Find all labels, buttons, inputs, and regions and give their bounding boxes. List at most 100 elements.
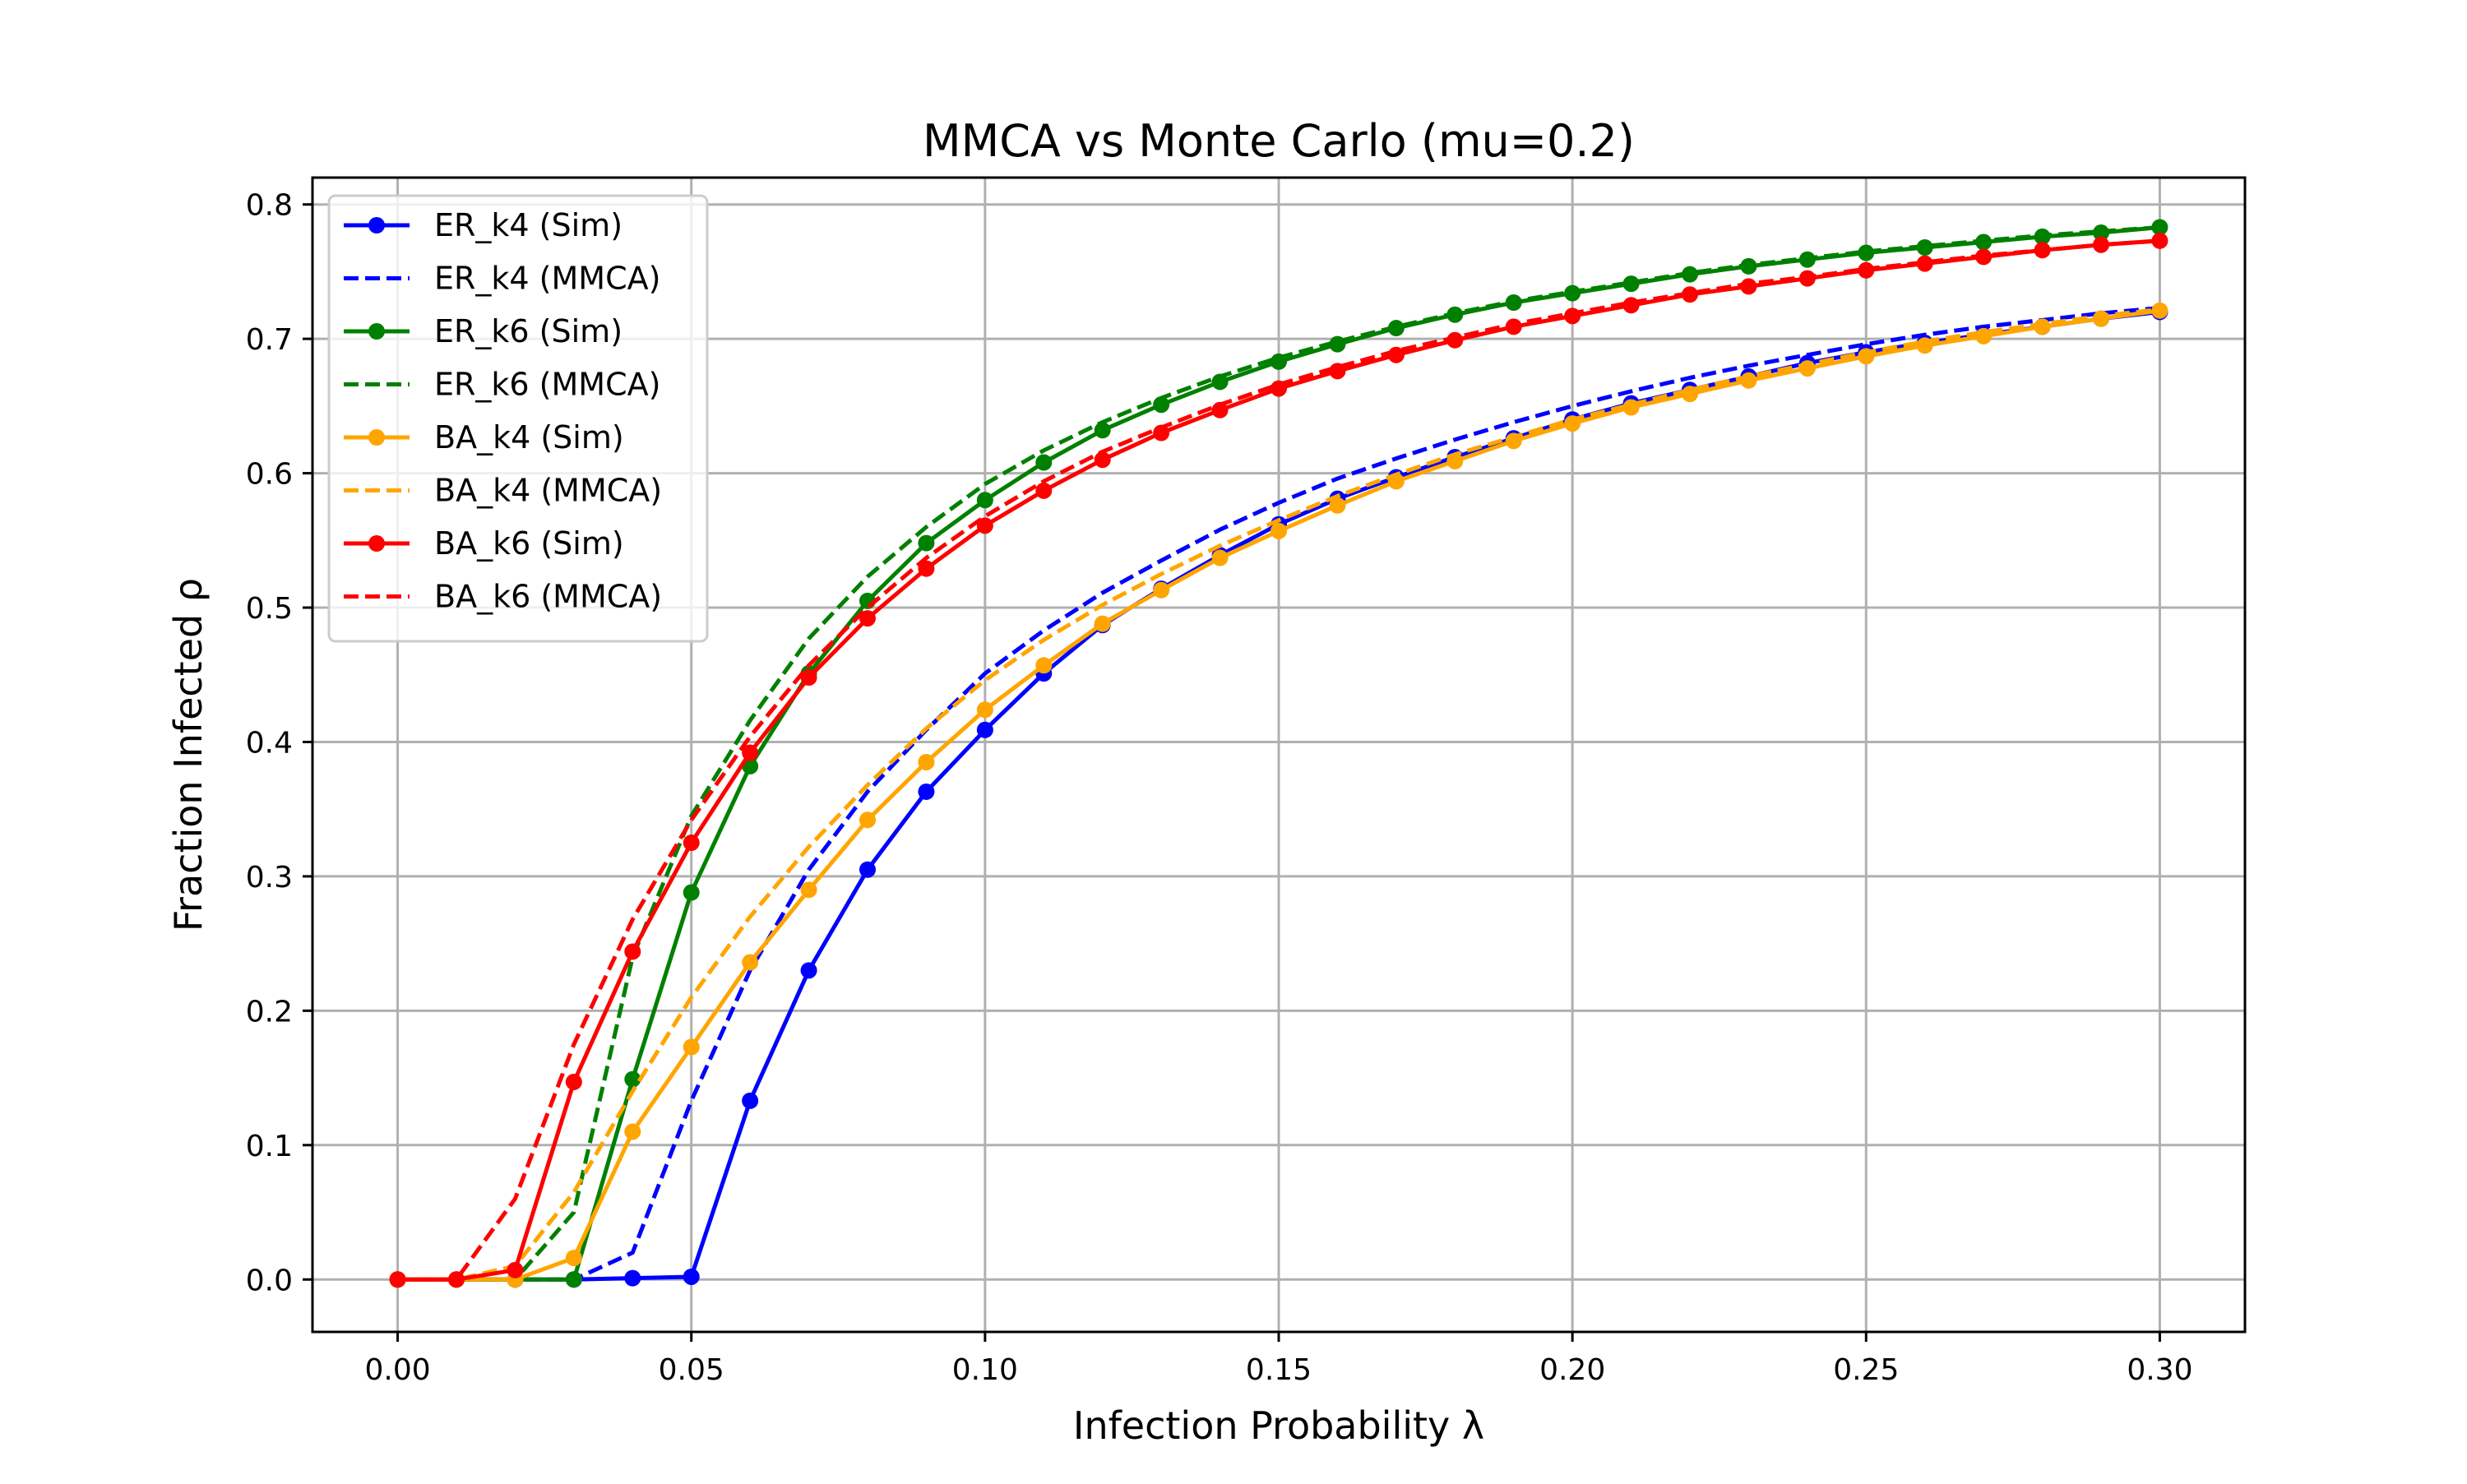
data-point bbox=[918, 534, 935, 552]
data-point bbox=[1153, 581, 1170, 599]
data-point bbox=[1682, 286, 1698, 303]
y-tick-label: 0.1 bbox=[246, 1130, 293, 1163]
data-point bbox=[1329, 497, 1346, 514]
data-point bbox=[1035, 657, 1053, 674]
y-tick-label: 0.6 bbox=[246, 458, 293, 492]
data-point bbox=[2151, 219, 2168, 236]
data-point bbox=[1035, 482, 1053, 499]
legend-item: BA_k6 (Sim) bbox=[344, 525, 624, 562]
y-tick-label: 0.4 bbox=[246, 726, 293, 760]
data-point bbox=[918, 753, 935, 770]
data-point bbox=[976, 721, 993, 738]
data-point bbox=[2151, 232, 2168, 249]
legend-marker bbox=[368, 217, 385, 233]
series-4 bbox=[389, 302, 2168, 1288]
data-point bbox=[683, 834, 700, 852]
legend-item: BA_k4 (Sim) bbox=[344, 419, 624, 455]
legend-label: ER_k4 (Sim) bbox=[434, 207, 623, 243]
x-tick-label: 0.15 bbox=[1246, 1353, 1312, 1387]
x-tick-label: 0.00 bbox=[364, 1353, 430, 1387]
data-point bbox=[1153, 424, 1170, 442]
x-tick-label: 0.10 bbox=[952, 1353, 1018, 1387]
y-tick-label: 0.0 bbox=[246, 1264, 293, 1297]
legend-label: ER_k4 (MMCA) bbox=[434, 261, 660, 297]
legend: ER_k4 (Sim) ER_k4 (MMCA) ER_k6 (Sim) ER_k6 … bbox=[327, 194, 709, 643]
data-point bbox=[1446, 331, 1464, 349]
y-axis-label: Fraction Infected ρ bbox=[166, 578, 211, 932]
legend-box bbox=[327, 194, 709, 643]
data-point bbox=[683, 884, 700, 901]
series-5 bbox=[397, 307, 2160, 1282]
data-point bbox=[683, 1038, 700, 1056]
data-point bbox=[624, 1123, 641, 1140]
data-point bbox=[859, 861, 876, 878]
data-point bbox=[683, 1268, 700, 1285]
data-point bbox=[859, 811, 876, 829]
data-point bbox=[976, 492, 993, 509]
y-tick-label: 0.2 bbox=[246, 995, 293, 1029]
data-point bbox=[1094, 451, 1111, 469]
series-7 bbox=[397, 238, 2160, 1282]
series-line bbox=[397, 307, 2160, 1282]
legend-label: BA_k4 (MMCA) bbox=[434, 473, 662, 509]
data-point bbox=[976, 701, 993, 719]
data-point bbox=[389, 1271, 406, 1288]
x-axis-label: Infection Probability λ bbox=[1073, 1403, 1484, 1448]
data-point bbox=[624, 1070, 641, 1088]
data-point bbox=[1211, 549, 1229, 566]
data-point bbox=[1916, 238, 1933, 256]
legend-marker bbox=[368, 535, 385, 552]
data-point bbox=[507, 1261, 524, 1278]
legend-item: ER_k4 (Sim) bbox=[344, 207, 623, 243]
legend-item: ER_k4 (MMCA) bbox=[344, 261, 660, 297]
data-point bbox=[1211, 401, 1229, 418]
legend-label: BA_k6 (Sim) bbox=[434, 525, 624, 562]
data-point bbox=[1094, 422, 1111, 439]
data-point bbox=[742, 954, 759, 971]
data-point bbox=[565, 1250, 582, 1267]
x-tick-label: 0.25 bbox=[1833, 1353, 1899, 1387]
x-tick-label: 0.30 bbox=[2127, 1353, 2192, 1387]
data-point bbox=[800, 962, 817, 979]
data-point bbox=[1094, 615, 1111, 632]
axis-ticks: 0.00 0.05 0.10 0.15 0.20 0.25 0.30 0.0 0.1 0.2 0.3… bbox=[246, 189, 2193, 1387]
data-point bbox=[624, 1269, 641, 1287]
series-line bbox=[397, 306, 2160, 1282]
data-point bbox=[742, 1092, 759, 1109]
legend-item: BA_k6 (MMCA) bbox=[344, 579, 662, 615]
chart-title: MMCA vs Monte Carlo (mu=0.2) bbox=[923, 115, 1635, 167]
y-tick-label: 0.8 bbox=[246, 189, 293, 223]
legend-label: BA_k6 (MMCA) bbox=[434, 579, 662, 615]
data-point bbox=[1153, 396, 1170, 414]
legend-item: BA_k4 (MMCA) bbox=[344, 473, 662, 509]
data-point bbox=[1211, 373, 1229, 391]
legend-marker bbox=[368, 429, 385, 446]
data-point bbox=[565, 1073, 582, 1090]
data-point bbox=[800, 881, 817, 899]
y-tick-label: 0.3 bbox=[246, 861, 293, 895]
data-point bbox=[742, 744, 759, 761]
data-point bbox=[1858, 244, 1875, 261]
x-tick-label: 0.20 bbox=[1539, 1353, 1605, 1387]
data-point bbox=[918, 560, 935, 577]
data-point bbox=[1916, 255, 1933, 272]
legend-label: ER_k6 (MMCA) bbox=[434, 367, 660, 403]
series-layer bbox=[389, 219, 2168, 1288]
legend-marker bbox=[368, 323, 385, 340]
data-point bbox=[800, 669, 817, 687]
data-point bbox=[624, 943, 641, 960]
data-point bbox=[918, 783, 935, 800]
x-tick-label: 0.05 bbox=[659, 1353, 724, 1387]
series-line bbox=[397, 225, 2160, 1282]
data-point bbox=[1271, 522, 1287, 539]
series-line bbox=[397, 238, 2160, 1282]
data-point bbox=[565, 1271, 582, 1288]
legend-label: ER_k6 (Sim) bbox=[434, 313, 623, 349]
legend-item: ER_k6 (MMCA) bbox=[344, 367, 660, 403]
y-tick-label: 0.7 bbox=[246, 323, 293, 357]
legend-label: BA_k4 (Sim) bbox=[434, 419, 624, 455]
series-1 bbox=[397, 306, 2160, 1282]
data-point bbox=[1035, 454, 1053, 471]
